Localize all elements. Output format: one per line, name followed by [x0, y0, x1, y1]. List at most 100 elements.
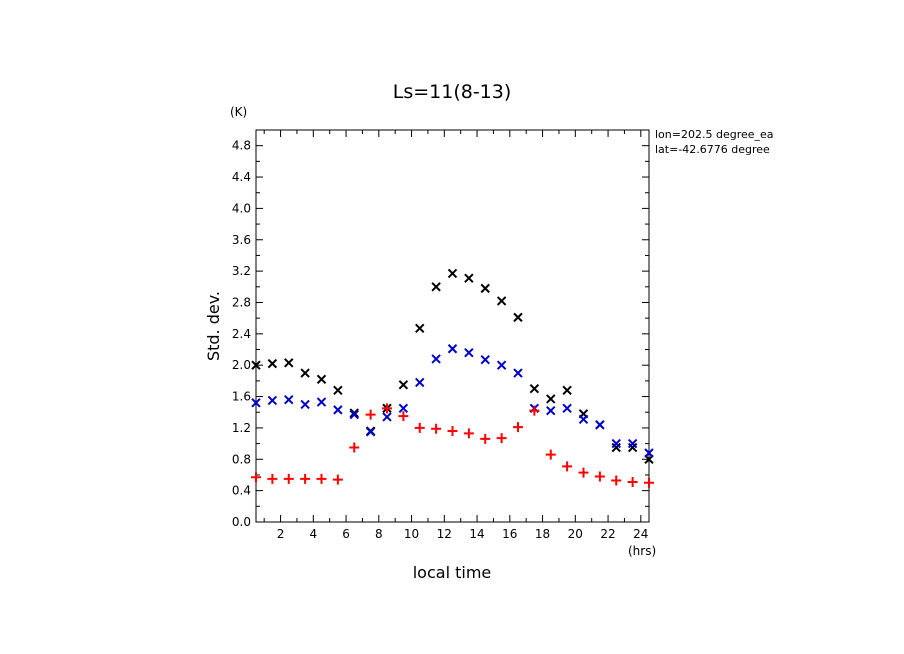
series-3-point	[562, 461, 573, 472]
series-3-point	[316, 473, 327, 484]
series-3-point	[283, 473, 294, 484]
y-tick-label: 4.4	[232, 170, 251, 184]
series-2-point	[349, 409, 359, 420]
series-1-point	[496, 296, 507, 306]
series-3-point	[267, 473, 278, 484]
y-unit-label: (K)	[230, 105, 247, 119]
series-1-point	[562, 385, 572, 395]
series-1-point	[333, 385, 343, 395]
series-2-point	[333, 405, 343, 415]
plot-frame	[255, 129, 650, 523]
series-3-point	[349, 442, 360, 453]
series-3-point	[529, 405, 540, 416]
series-2-point	[546, 405, 556, 416]
ticks-layer: 0.0 0.4 0.8 1.2 1.6 2.0 2.4 2.8 3.2 3.6 4.0 4.4 4.8 2…	[232, 130, 649, 541]
series-1-point	[447, 268, 458, 279]
series-2-point	[627, 438, 638, 449]
series-1-point	[480, 283, 490, 294]
series-1-point	[349, 408, 359, 418]
y-tick-label: 3.2	[232, 264, 251, 278]
series-3-point	[332, 474, 343, 485]
y-tick-label: 2.8	[232, 295, 251, 309]
series-2-point	[464, 347, 474, 358]
y-axis-title: Std. dev.	[204, 291, 223, 361]
series-2-point	[480, 355, 490, 365]
x-tick-label: 8	[375, 527, 383, 541]
chart-title: Ls=11(8-13)	[393, 81, 512, 103]
series-1-point	[267, 358, 278, 369]
series-2-point	[267, 395, 278, 406]
series-3-point	[496, 433, 507, 444]
x-tick-label: 18	[535, 527, 550, 541]
series-1-point	[284, 358, 294, 368]
series-1-point	[513, 312, 523, 323]
series-3-point	[463, 428, 474, 439]
series-1-point	[464, 273, 474, 283]
y-tick-label: 3.6	[232, 233, 251, 247]
series-3-point	[398, 411, 409, 422]
series-1-point	[300, 368, 310, 378]
y-tick-label: 2.4	[232, 327, 251, 341]
x-tick-label: 10	[404, 527, 419, 541]
series-3-point	[611, 475, 622, 486]
y-tick-label: 0.4	[232, 484, 251, 498]
x-tick-label: 24	[633, 527, 648, 541]
x-tick-label: 14	[469, 527, 484, 541]
series-2-point	[496, 360, 507, 370]
series-2-point	[365, 427, 376, 437]
x-axis-title: local time	[413, 563, 492, 582]
series-3-point	[382, 403, 392, 414]
series-2-point	[251, 398, 261, 408]
y-tick-label: 1.2	[232, 421, 251, 435]
y-tick-label: 1.6	[232, 390, 251, 404]
y-tick-label: 0.8	[232, 452, 251, 466]
y-tick-label: 4.0	[232, 201, 251, 215]
x-tick-label: 12	[437, 527, 452, 541]
series-2-point	[447, 344, 458, 354]
series-2-point	[644, 448, 654, 458]
series-2-point	[284, 394, 294, 405]
series-1-point	[431, 282, 441, 292]
series-1-point	[251, 360, 261, 370]
series-1-point	[398, 380, 409, 390]
annotation-lat: lat=-42.6776 degree	[655, 143, 770, 156]
series-3-point	[431, 423, 442, 434]
series-3-point	[300, 473, 311, 484]
series-3-point	[513, 422, 523, 433]
series-2-point	[595, 420, 605, 430]
x-unit-label: (hrs)	[628, 544, 656, 558]
series-2-point	[300, 399, 310, 410]
series-3-point	[414, 422, 425, 433]
series-3-point	[365, 409, 376, 420]
series-1-point	[546, 394, 556, 404]
x-tick-label: 16	[502, 527, 517, 541]
x-tick-label: 20	[568, 527, 583, 541]
series-3-point	[480, 433, 491, 444]
series-2-point	[382, 412, 392, 422]
series-3-point	[447, 426, 458, 437]
x-tick-label: 22	[600, 527, 615, 541]
series-1-point	[529, 384, 540, 394]
series-1-point	[415, 323, 425, 334]
series-2-point	[513, 368, 523, 378]
series-3-point	[251, 472, 261, 483]
x-tick-label: 2	[277, 527, 285, 541]
series-2-point	[316, 397, 327, 407]
series-3-point	[594, 471, 605, 482]
series-3-point	[644, 477, 654, 488]
series-3-point	[627, 477, 638, 488]
y-tick-label: 4.8	[232, 139, 251, 153]
series-2-point	[578, 414, 589, 425]
y-tick-label: 2.0	[232, 358, 251, 372]
series-3-point	[578, 467, 589, 478]
annotation-lon: lon=202.5 degree_ea	[655, 128, 774, 141]
x-tick-label: 6	[342, 527, 350, 541]
series-1-point	[316, 374, 327, 385]
series-2-point	[562, 403, 572, 414]
marks-layer	[251, 268, 654, 488]
series-2-point	[415, 377, 425, 388]
series-2-point	[431, 354, 441, 364]
series-2-point	[398, 403, 409, 414]
series-3-point	[545, 449, 556, 460]
